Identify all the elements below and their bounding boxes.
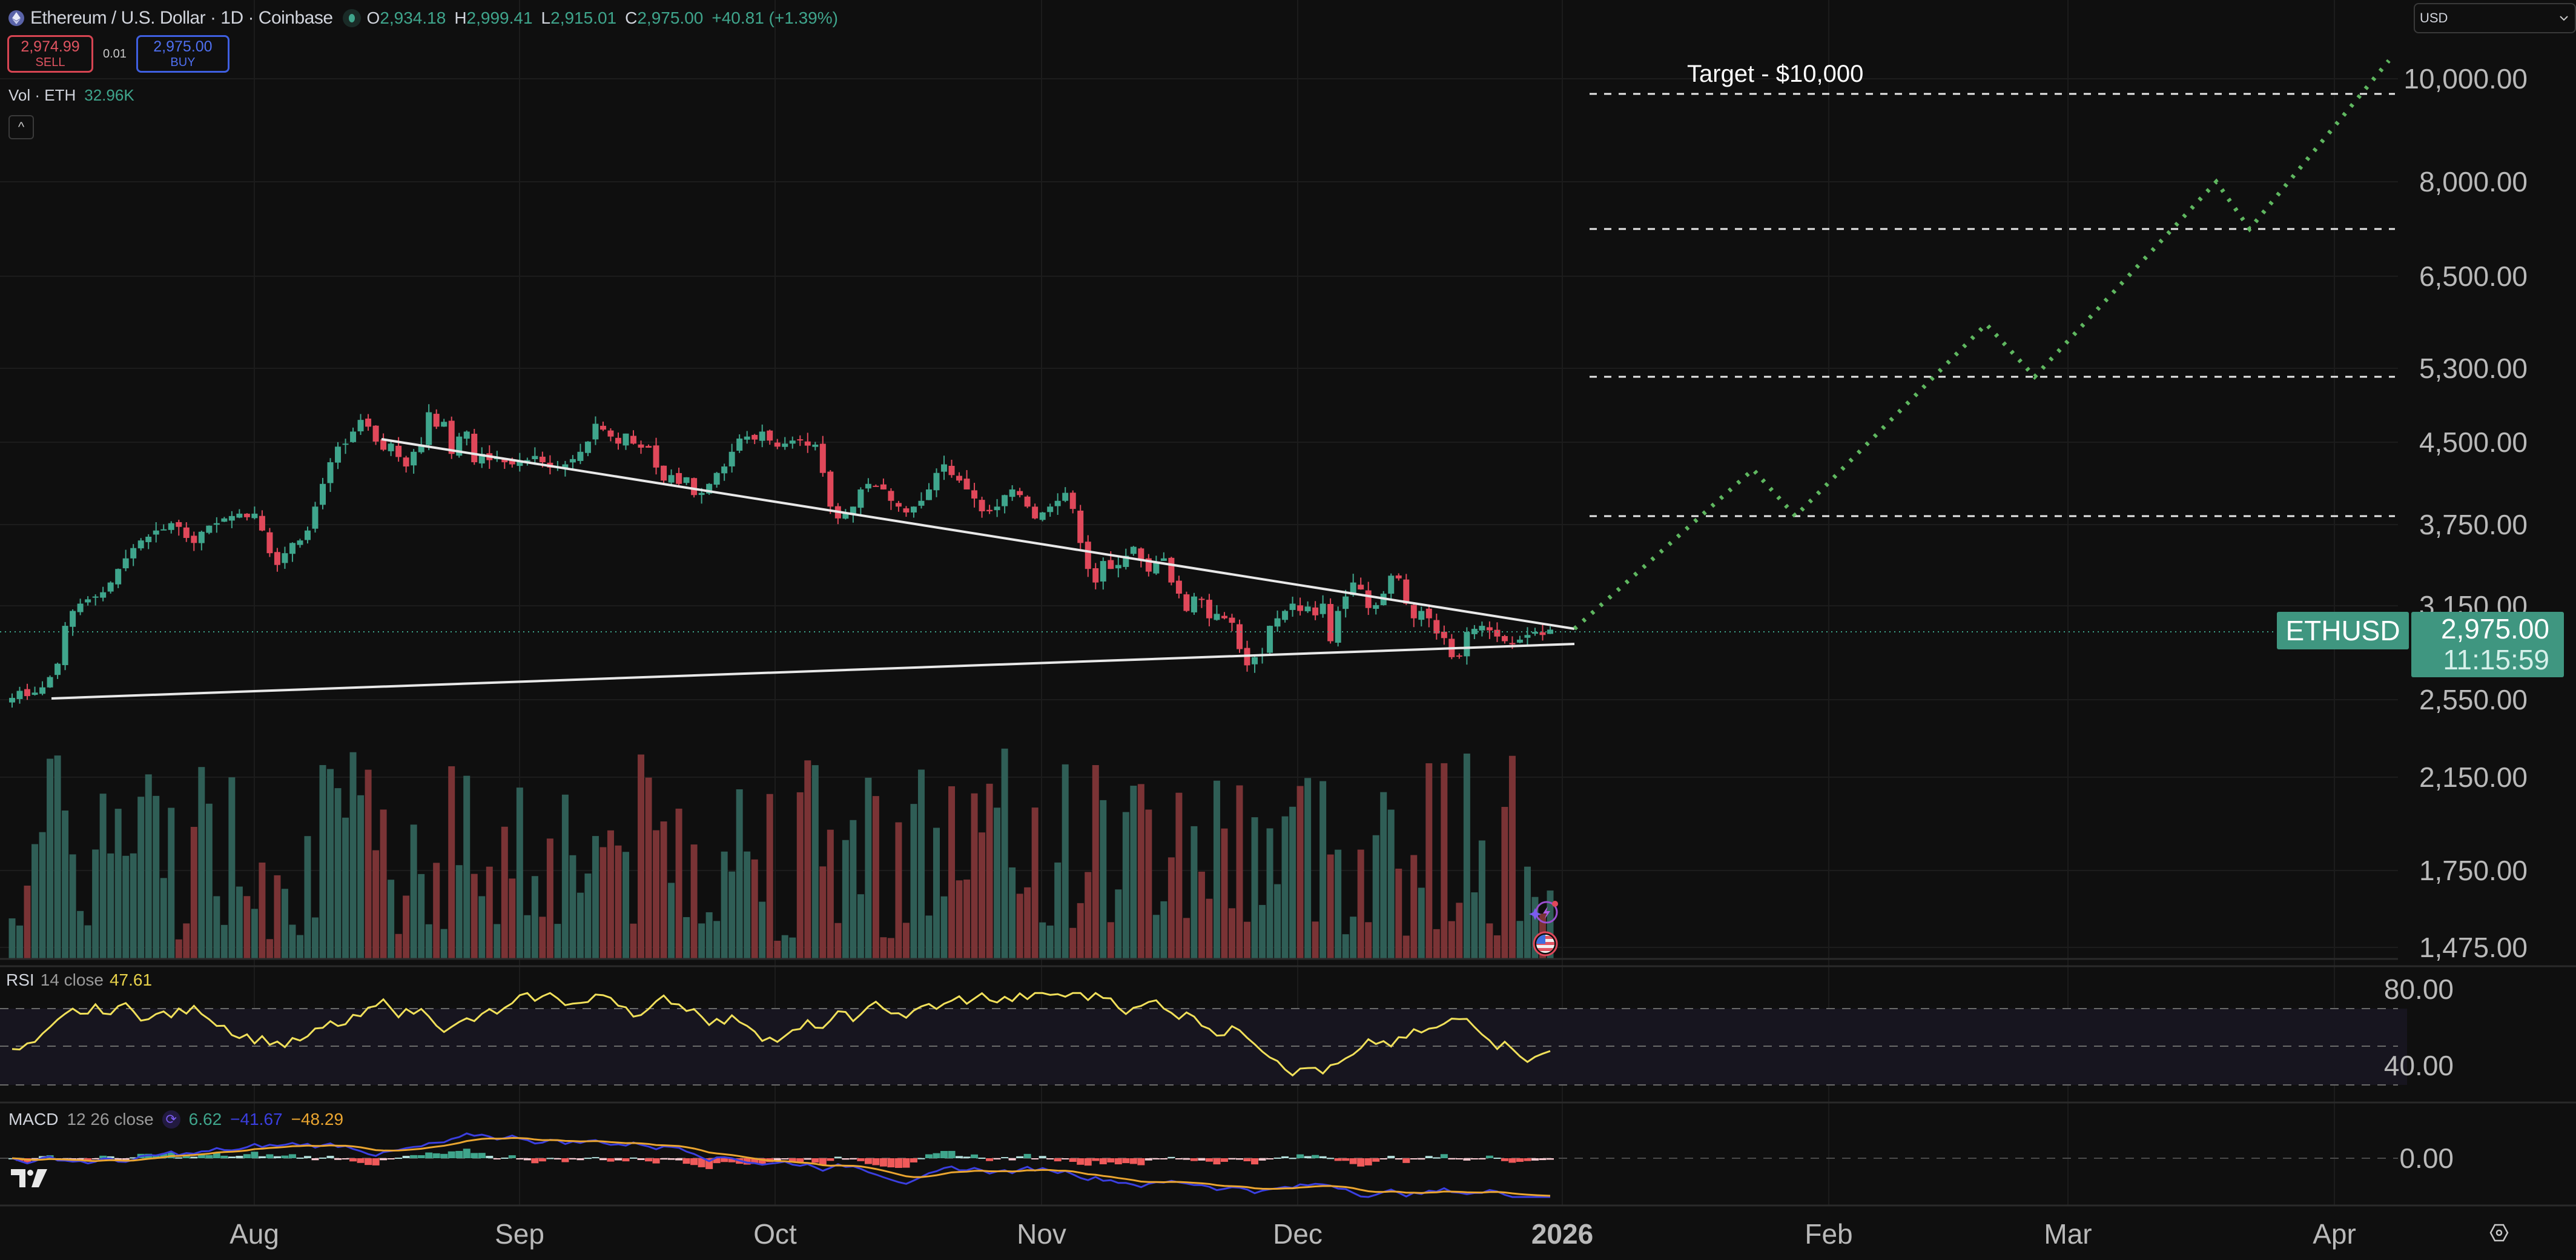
currency-value: USD bbox=[2420, 10, 2448, 25]
last-price: 2,975.00 bbox=[2440, 613, 2549, 645]
rsi-name: RSI bbox=[6, 970, 35, 989]
rsi-value: 47.61 bbox=[109, 970, 153, 989]
price-axis-label: 1,750.00 bbox=[2419, 855, 2528, 886]
chevron-down-icon bbox=[2560, 16, 2568, 21]
price-axis-label: 8,000.00 bbox=[2419, 166, 2528, 197]
macd-signal-value: −48.29 bbox=[291, 1110, 344, 1129]
time-axis-label-year: 2026 bbox=[1531, 1218, 1594, 1250]
horizontal-level-lines bbox=[1590, 93, 2395, 517]
low-value: 2,915.01 bbox=[550, 8, 617, 27]
rsi-legend[interactable]: RSI 14 close 47.61 bbox=[0, 968, 159, 992]
symbol-header: Ethereum / U.S. Dollar · 1D · Coinbase O… bbox=[8, 5, 838, 31]
buy-button[interactable]: 2,975.00 BUY bbox=[136, 35, 230, 73]
time-axis-label: Apr bbox=[2313, 1218, 2356, 1250]
buy-label: BUY bbox=[170, 55, 196, 69]
bar-countdown: 11:15:59 bbox=[2443, 644, 2549, 675]
buy-price: 2,975.00 bbox=[153, 38, 213, 56]
price-axis-label: 1,475.00 bbox=[2419, 932, 2528, 963]
price-axis-label: 5,300.00 bbox=[2419, 353, 2528, 384]
rsi-axis-label: 40.00 bbox=[2383, 1050, 2454, 1081]
low-key: L bbox=[541, 8, 551, 27]
sell-label: SELL bbox=[35, 55, 65, 69]
close-key: C bbox=[625, 8, 638, 27]
sell-button[interactable]: 2,974.99 SELL bbox=[7, 35, 93, 73]
macd-pane bbox=[0, 1132, 2398, 1198]
volume-legend[interactable]: Vol · ETH 32.96K bbox=[8, 86, 134, 105]
collapse-legend-button[interactable]: ^ bbox=[8, 115, 34, 139]
time-axis-label: Dec bbox=[1273, 1218, 1323, 1250]
price-axis-label: 2,550.00 bbox=[2419, 684, 2528, 715]
macd-histogram-value: 6.62 bbox=[188, 1110, 222, 1129]
us-economic-event-icon[interactable] bbox=[1532, 930, 1559, 957]
close-value: 2,975.00 bbox=[637, 8, 704, 27]
pane-separators[interactable] bbox=[0, 965, 2576, 1207]
time-axis-label: Mar bbox=[2044, 1218, 2092, 1250]
sync-icon[interactable]: ⟳ bbox=[162, 1110, 180, 1129]
rsi-params: 14 close bbox=[40, 970, 104, 989]
time-axis-label: Nov bbox=[1017, 1218, 1066, 1250]
candlesticks bbox=[0, 404, 2277, 708]
macd-axis-label: 0.00 bbox=[2399, 1142, 2454, 1174]
price-axis-label: 4,500.00 bbox=[2419, 426, 2528, 458]
tradingview-logo-icon[interactable] bbox=[11, 1168, 50, 1190]
settings-gear-icon[interactable] bbox=[2489, 1222, 2509, 1243]
sell-price: 2,974.99 bbox=[21, 38, 80, 56]
price-axis-label: 2,150.00 bbox=[2419, 761, 2528, 793]
price-axis-label: 10,000.00 bbox=[2403, 63, 2528, 94]
rsi-axis-label: 80.00 bbox=[2383, 973, 2454, 1005]
high-value: 2,999.41 bbox=[466, 8, 533, 27]
trendlines[interactable] bbox=[51, 438, 1575, 700]
volume-bars bbox=[0, 748, 2398, 960]
chevron-up-icon: ^ bbox=[18, 119, 25, 134]
macd-params: 12 26 close bbox=[67, 1110, 154, 1129]
high-key: H bbox=[454, 8, 467, 27]
ethereum-logo-icon bbox=[8, 10, 24, 26]
currency-select[interactable]: USD bbox=[2414, 3, 2576, 33]
market-open-status-icon bbox=[342, 9, 361, 27]
price-change: +40.81 (+1.39%) bbox=[712, 8, 838, 27]
target-annotation[interactable]: Target - $10,000 bbox=[1687, 61, 1864, 87]
ohlc-values: O2,934.18 H2,999.41 L2,915.01 C2,975.00 … bbox=[367, 8, 838, 28]
time-axis-label: Aug bbox=[230, 1218, 279, 1250]
news-flash-event-icon[interactable] bbox=[1527, 899, 1561, 926]
rsi-pane bbox=[0, 992, 2407, 1086]
time-axis-label: Feb bbox=[1805, 1218, 1853, 1250]
spread-value: 0.01 bbox=[103, 47, 127, 61]
trade-panel: 2,974.99 SELL 0.01 2,975.00 BUY bbox=[7, 35, 230, 73]
open-key: O bbox=[366, 8, 380, 27]
macd-legend[interactable]: MACD 12 26 close ⟳ 6.62 −41.67 −48.29 bbox=[8, 1110, 343, 1129]
volume-value: 32.96K bbox=[84, 86, 134, 104]
volume-label: Vol · ETH bbox=[8, 86, 76, 104]
price-axis-label: 6,500.00 bbox=[2419, 260, 2528, 292]
open-value: 2,934.18 bbox=[380, 8, 446, 27]
time-axis-label: Oct bbox=[753, 1218, 797, 1250]
symbol-title[interactable]: Ethereum / U.S. Dollar · 1D · Coinbase bbox=[30, 8, 333, 28]
macd-name: MACD bbox=[8, 1110, 59, 1129]
macd-line-value: −41.67 bbox=[230, 1110, 283, 1129]
time-axis-label: Sep bbox=[495, 1218, 544, 1250]
projection-path[interactable] bbox=[1573, 59, 2391, 631]
price-axis-label: 3,750.00 bbox=[2419, 509, 2528, 540]
symbol-price-tag: ETHUSD bbox=[2277, 612, 2409, 649]
last-price-tag: 2,975.00 11:15:59 bbox=[2411, 612, 2564, 677]
